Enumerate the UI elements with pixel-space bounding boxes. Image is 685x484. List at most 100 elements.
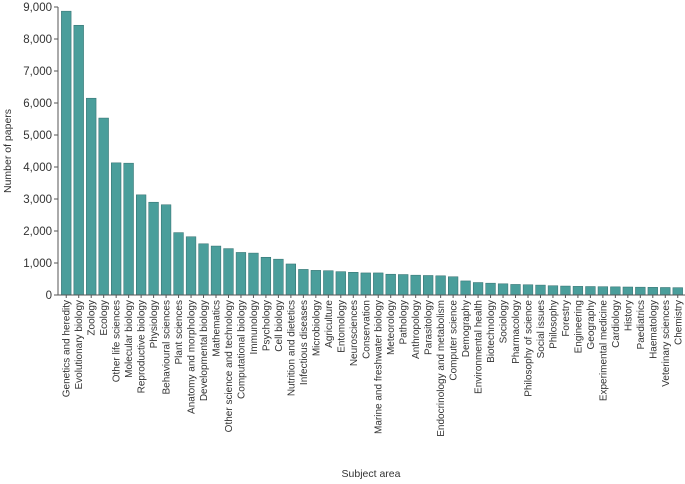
- x-tick-label: Forestry: [561, 300, 572, 337]
- x-tick-label: Immunology: [249, 300, 260, 354]
- bar: [560, 285, 571, 296]
- bar: [472, 282, 484, 296]
- bar: [73, 24, 84, 296]
- x-tick-label: Molecular biology: [124, 300, 135, 378]
- bar: [497, 283, 509, 296]
- bar: [597, 286, 608, 296]
- bar: [348, 272, 359, 296]
- bar: [98, 117, 109, 296]
- y-tick-label: 8,000: [23, 34, 52, 46]
- bar: [260, 256, 272, 296]
- y-tick-label: 5,000: [23, 130, 52, 142]
- y-tick-label: 4,000: [23, 162, 52, 174]
- x-tick-label: Evolutionary biology: [74, 300, 85, 390]
- x-tick-label: Psychology: [261, 300, 272, 351]
- bar: [335, 271, 346, 296]
- bar: [647, 287, 658, 296]
- bar: [61, 10, 72, 296]
- x-tick-label: Marine and freshwater biology: [374, 300, 385, 434]
- x-tick-label: Meteorology: [386, 300, 397, 355]
- x-tick-label: Plant sciences: [174, 300, 185, 364]
- x-axis-title: Subject area: [342, 468, 401, 480]
- bar: [310, 270, 321, 296]
- x-tick-label: Conservation: [361, 300, 372, 359]
- y-tick-label: 9,000: [23, 2, 52, 14]
- bar: [672, 287, 683, 296]
- y-tick-label: 6,000: [23, 98, 52, 110]
- bar: [398, 274, 409, 296]
- x-tick-label: Endocrinology and metabolism: [436, 300, 447, 437]
- bar: [460, 280, 471, 296]
- x-tick-label: History: [623, 300, 634, 331]
- x-tick-label: Neurosciences: [349, 300, 360, 366]
- y-tick-label: 0: [46, 290, 52, 302]
- x-tick-label: Developmental biology: [199, 300, 210, 401]
- x-tick-label: Haematology: [648, 300, 659, 359]
- bar: [285, 263, 296, 296]
- bar: [435, 275, 446, 296]
- bar: [248, 252, 259, 296]
- x-tick-label: Infectious diseases: [299, 300, 310, 385]
- x-tick-label: Ecology: [99, 300, 110, 336]
- x-tick-label: Biotechnology: [486, 300, 497, 363]
- bar: [198, 243, 209, 296]
- bar: [111, 162, 122, 296]
- x-tick-label: Sociology: [499, 300, 510, 343]
- bar: [510, 284, 521, 296]
- x-tick-label: Philosophy: [548, 300, 559, 349]
- y-tick-label: 7,000: [23, 66, 52, 78]
- bar: [235, 252, 247, 296]
- bar: [572, 286, 584, 296]
- bar: [610, 286, 621, 296]
- bar: [448, 276, 459, 296]
- bar: [485, 282, 496, 296]
- bar: [86, 97, 97, 296]
- x-tick-label: Other science and technology: [224, 300, 235, 432]
- x-tick-label: Cell biology: [274, 300, 285, 352]
- bar: [423, 275, 434, 296]
- bar: [635, 286, 646, 296]
- x-tick-label: Pharmacology: [511, 300, 522, 364]
- x-tick-label: Microbiology: [311, 300, 322, 356]
- bar: [373, 272, 384, 296]
- x-tick-label: Pathology: [399, 300, 410, 344]
- x-tick-label: Chemistry: [673, 300, 684, 345]
- bar: [210, 245, 222, 296]
- x-tick-label: Paediatrics: [636, 300, 647, 349]
- bar: [223, 248, 234, 296]
- x-tick-label: Zoology: [87, 300, 98, 336]
- x-tick-label: Computational biology: [236, 300, 247, 399]
- x-tick-label: Anatomy and morphology: [187, 300, 198, 414]
- y-axis-title: Number of papers: [2, 109, 14, 193]
- bar: [660, 287, 671, 296]
- x-tick-label: Parasitology: [424, 300, 435, 355]
- x-tick-label: Other life sciences: [112, 300, 123, 382]
- x-tick-label: Cardiology: [611, 300, 622, 348]
- x-tick-label: Physiology: [149, 300, 160, 348]
- x-tick-label: Engineering: [573, 300, 584, 353]
- x-tick-label: Nutrition and dietetics: [286, 300, 297, 396]
- bar: [160, 204, 172, 296]
- bar: [298, 269, 309, 296]
- bar: [123, 162, 134, 296]
- x-tick-label: Mathematics: [212, 300, 223, 357]
- bar: [547, 285, 559, 296]
- bar: [173, 232, 184, 296]
- x-axis-ticks: Genetics and heredity Evolutionary biolog…: [62, 295, 684, 437]
- x-tick-label: Genetics and heredity: [62, 300, 73, 397]
- y-tick-label: 1,000: [23, 258, 52, 270]
- x-tick-label: Behavioural sciences: [162, 300, 173, 395]
- x-tick-label: Demography: [461, 300, 472, 357]
- y-tick-label: 3,000: [23, 194, 52, 206]
- bar: [185, 236, 197, 296]
- bar: [535, 284, 546, 296]
- bar: [385, 273, 396, 296]
- x-tick-label: Computer science: [449, 300, 460, 381]
- x-tick-label: Entomology: [336, 300, 347, 353]
- bar: [410, 274, 421, 296]
- y-axis-ticks: 0 1,000 2,000 3,000 4,000 5,000 6,000 7,000 8,00…: [23, 2, 58, 302]
- y-tick-label: 2,000: [23, 226, 52, 238]
- bars: [61, 10, 683, 296]
- x-tick-label: Agriculture: [324, 300, 335, 348]
